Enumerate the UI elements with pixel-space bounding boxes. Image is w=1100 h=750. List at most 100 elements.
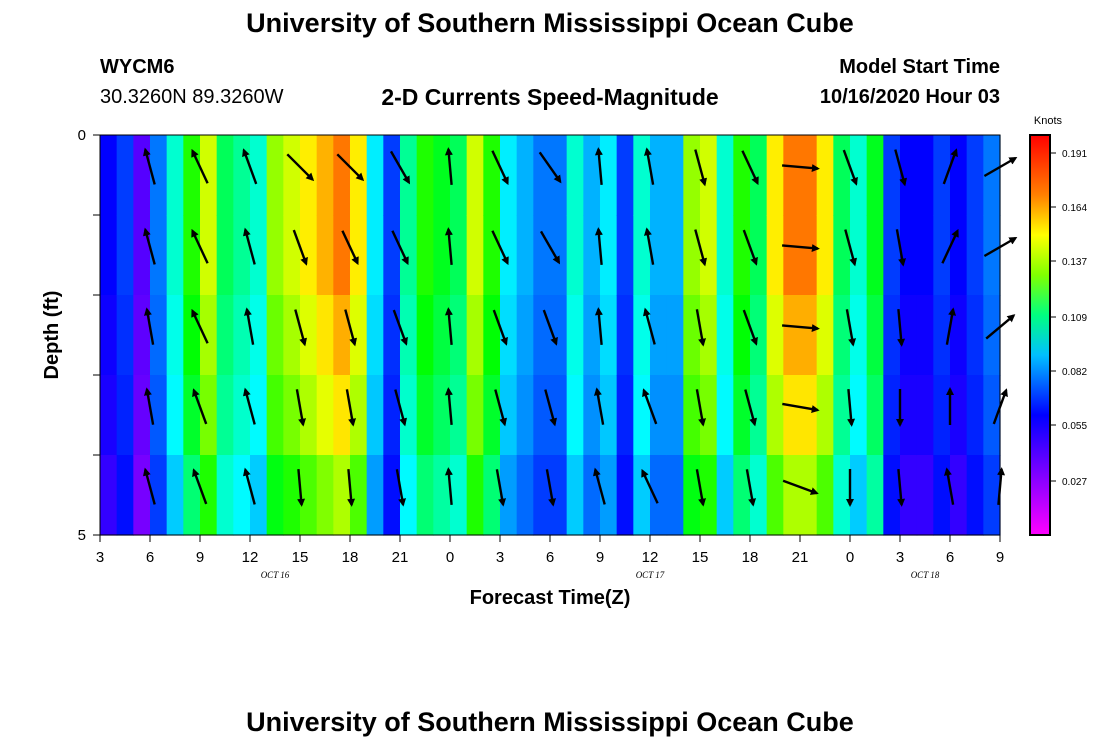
current-vector <box>847 388 856 427</box>
x-tick-label: 6 <box>146 549 154 566</box>
heatmap-cell <box>216 135 234 216</box>
current-vector <box>782 479 819 495</box>
heatmap-cell <box>800 215 818 296</box>
current-vector <box>344 309 357 347</box>
heatmap-cell <box>550 135 568 216</box>
colorbar-tick-label: 0.027 <box>1062 477 1087 488</box>
heatmap-cell <box>250 295 268 376</box>
heatmap-cell <box>416 295 434 376</box>
heatmap-cell <box>200 455 218 536</box>
heatmap-cell <box>116 295 134 376</box>
heatmap-cell <box>250 375 268 456</box>
heatmap-cell <box>300 455 318 536</box>
current-vector <box>741 150 759 186</box>
heatmap-cell <box>950 295 968 376</box>
heatmap-cell <box>283 295 301 376</box>
x-tick-label: 12 <box>642 549 659 566</box>
heatmap-cell <box>216 455 234 536</box>
heatmap-cell <box>866 295 884 376</box>
heatmap-cell <box>283 455 301 536</box>
heatmap-cell <box>166 215 184 296</box>
heatmap-cell <box>533 295 551 376</box>
heatmap-cell <box>783 295 801 376</box>
heatmap-cell <box>500 375 518 456</box>
heatmap-cell <box>600 455 618 536</box>
heatmap-cell <box>433 135 451 216</box>
heatmap-cell <box>716 295 734 376</box>
heatmap-cell <box>333 215 351 296</box>
heatmap-cell <box>450 375 468 456</box>
heatmap-cell <box>900 295 918 376</box>
x-tick-label: 18 <box>742 549 759 566</box>
heatmap-cell <box>850 135 868 216</box>
heatmap-cell <box>650 295 668 376</box>
current-vector <box>643 307 656 345</box>
x-tick-label: 0 <box>446 549 454 566</box>
heatmap-cell <box>800 375 818 456</box>
heatmap-cell <box>416 455 434 536</box>
heatmap-cell <box>433 295 451 376</box>
heatmap-cell <box>733 215 751 296</box>
heatmap-cell <box>216 215 234 296</box>
current-vector <box>695 309 707 347</box>
heatmap-cell <box>466 455 484 536</box>
heatmap-cell <box>183 135 201 216</box>
current-vector <box>643 227 655 265</box>
heatmap-cell <box>400 135 418 216</box>
heatmap-cell <box>450 455 468 536</box>
station-coordinates: 30.3260N 89.3260W <box>100 86 284 108</box>
current-vector <box>844 229 857 267</box>
current-vector <box>538 151 562 184</box>
current-vector <box>643 147 655 185</box>
heatmap-cell <box>383 455 401 536</box>
heatmap-cell <box>550 215 568 296</box>
heatmap-cell <box>966 215 984 296</box>
x-axis-title: Forecast Time(Z) <box>470 587 631 609</box>
heatmap-cell <box>766 455 784 536</box>
date-label: OCT 18 <box>911 570 940 580</box>
heatmap-cell <box>916 135 934 216</box>
heatmap-cell <box>583 295 601 376</box>
x-tick-label: 3 <box>496 549 504 566</box>
heatmap-cell <box>183 295 201 376</box>
current-vector <box>897 308 906 347</box>
heatmap-cell <box>483 375 501 456</box>
heatmap-cell <box>133 215 151 296</box>
model-start-label: Model Start Time <box>839 56 1000 78</box>
heatmap-cell <box>666 455 684 536</box>
heatmap-cell <box>383 135 401 216</box>
heatmap-cell <box>850 455 868 536</box>
heatmap-cell <box>233 215 251 296</box>
heatmap-cell <box>883 215 901 296</box>
heatmap-cell <box>283 135 301 216</box>
heatmap-cell <box>333 295 351 376</box>
heatmap-cell <box>816 295 834 376</box>
heatmap-cell <box>616 295 634 376</box>
current-vector <box>143 387 155 425</box>
heatmap-cell <box>583 455 601 536</box>
heatmap-cell <box>866 135 884 216</box>
heatmap-cell <box>933 135 951 216</box>
heatmap-cell <box>683 215 701 296</box>
heatmap-cell <box>800 455 818 536</box>
heatmap-cell <box>916 295 934 376</box>
heatmap-cell <box>116 215 134 296</box>
heatmap-cell <box>266 295 284 376</box>
heatmap-cell <box>116 135 134 216</box>
current-vector <box>444 147 453 186</box>
heatmap-cell <box>483 215 501 296</box>
heatmap-cell <box>583 215 601 296</box>
current-vector <box>491 230 509 266</box>
current-vector <box>444 467 453 506</box>
heatmap-cell <box>100 455 118 536</box>
heatmap-cell <box>450 135 468 216</box>
heatmap-cell <box>166 295 184 376</box>
heatmap-cell <box>233 295 251 376</box>
heatmap-cell <box>150 135 168 216</box>
current-vector <box>545 469 557 507</box>
heatmap-cell <box>433 215 451 296</box>
heatmap-cell <box>816 375 834 456</box>
heatmap-cell <box>766 215 784 296</box>
heatmap-cell <box>400 295 418 376</box>
heatmap-cell <box>716 135 734 216</box>
